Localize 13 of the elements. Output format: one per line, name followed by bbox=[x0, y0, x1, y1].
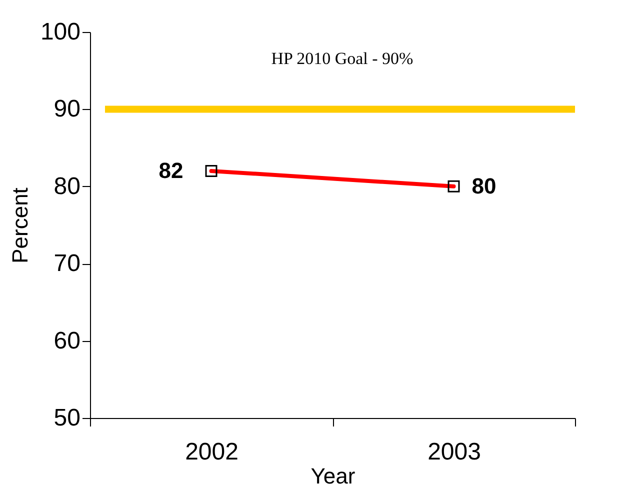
data-label: 80 bbox=[472, 173, 496, 198]
y-tick-label: 60 bbox=[54, 327, 80, 354]
ref-line-label: HP 2010 Goal - 90% bbox=[271, 49, 414, 68]
y-tick-label: 80 bbox=[54, 172, 80, 200]
data-label: 82 bbox=[158, 158, 184, 183]
y-tick-label: 100 bbox=[40, 18, 80, 46]
y-axis-title: Percent bbox=[7, 188, 32, 264]
y-tick-label: 90 bbox=[54, 96, 80, 123]
x-tick-label: 2002 bbox=[185, 438, 238, 466]
y-tick-label: 50 bbox=[54, 404, 80, 432]
x-tick-label: 2003 bbox=[428, 438, 481, 466]
x-axis-title: Year bbox=[310, 464, 356, 488]
y-tick-label: 70 bbox=[54, 250, 80, 278]
